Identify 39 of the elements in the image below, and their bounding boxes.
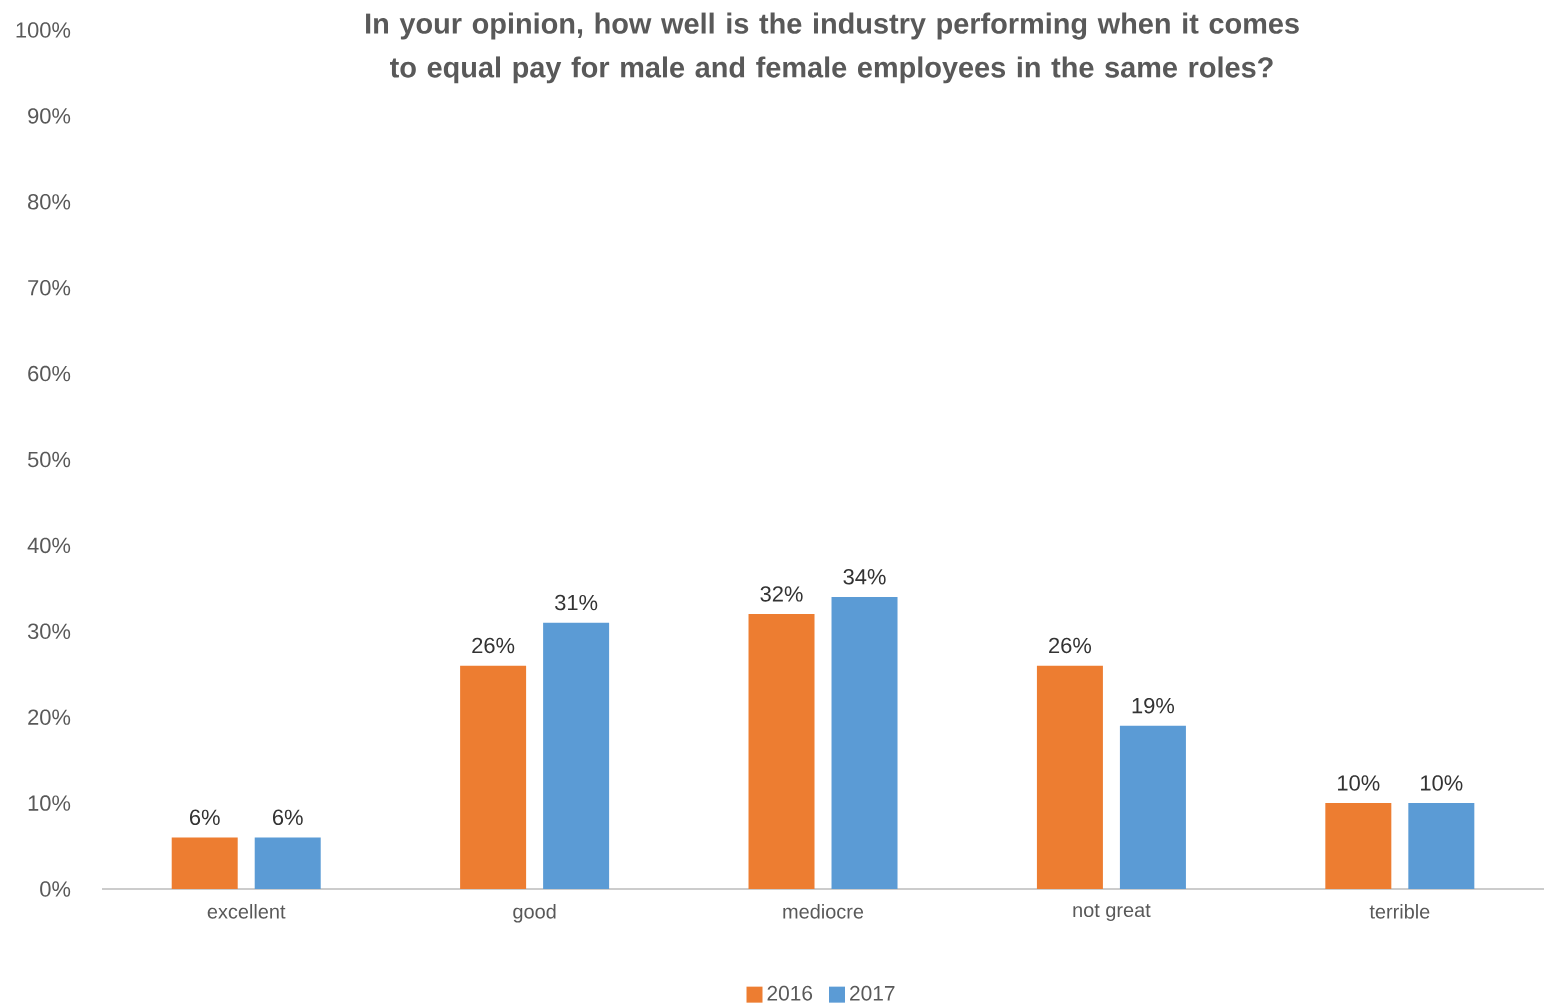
bar — [1408, 803, 1475, 889]
bar — [831, 596, 898, 889]
bar — [460, 665, 527, 889]
data-label: 31% — [555, 594, 598, 611]
y-tick-label: 30% — [27, 623, 71, 640]
bar — [171, 837, 238, 889]
x-tick-label: excellent — [207, 904, 286, 919]
legend-label: 2017 — [850, 985, 895, 1001]
data-label: 6% — [189, 809, 220, 826]
data-label: 32% — [760, 586, 803, 602]
x-tick-label: terrible — [1369, 904, 1430, 919]
data-label: 10% — [1421, 775, 1463, 791]
y-tick-label: 80% — [28, 194, 71, 210]
y-tick-label: 60% — [28, 365, 71, 382]
bar — [543, 622, 610, 889]
bar — [748, 614, 815, 889]
y-tick-label: 90% — [28, 108, 71, 124]
y-tick-label: 0% — [40, 881, 71, 897]
x-tick-label: mediocre — [783, 904, 864, 919]
data-label: 19% — [1132, 697, 1175, 714]
x-tick-label: not great — [1073, 904, 1151, 922]
y-tick-label: 70% — [28, 279, 71, 296]
bar — [1325, 803, 1392, 889]
bar — [1036, 665, 1103, 889]
data-label: 34% — [843, 569, 886, 585]
bar — [1119, 725, 1186, 889]
y-tick-label: 10% — [28, 795, 71, 811]
data-label: 26% — [472, 637, 515, 654]
data-label: 26% — [1049, 637, 1092, 654]
chart-title: In your opinion, how well is the industry performing when it comes to equal pay for male and female employees in the same roles? — [366, 12, 1299, 84]
data-label: 6% — [272, 809, 303, 826]
x-tick-label: good — [513, 904, 556, 923]
y-tick-label: 20% — [28, 709, 71, 725]
y-tick-label: 50% — [27, 451, 71, 468]
legend-label: 2016 — [767, 985, 813, 1001]
bar — [254, 837, 321, 889]
data-label: 10% — [1338, 775, 1380, 791]
y-tick-label: 100% — [16, 22, 71, 38]
y-tick-label: 40% — [27, 537, 71, 554]
